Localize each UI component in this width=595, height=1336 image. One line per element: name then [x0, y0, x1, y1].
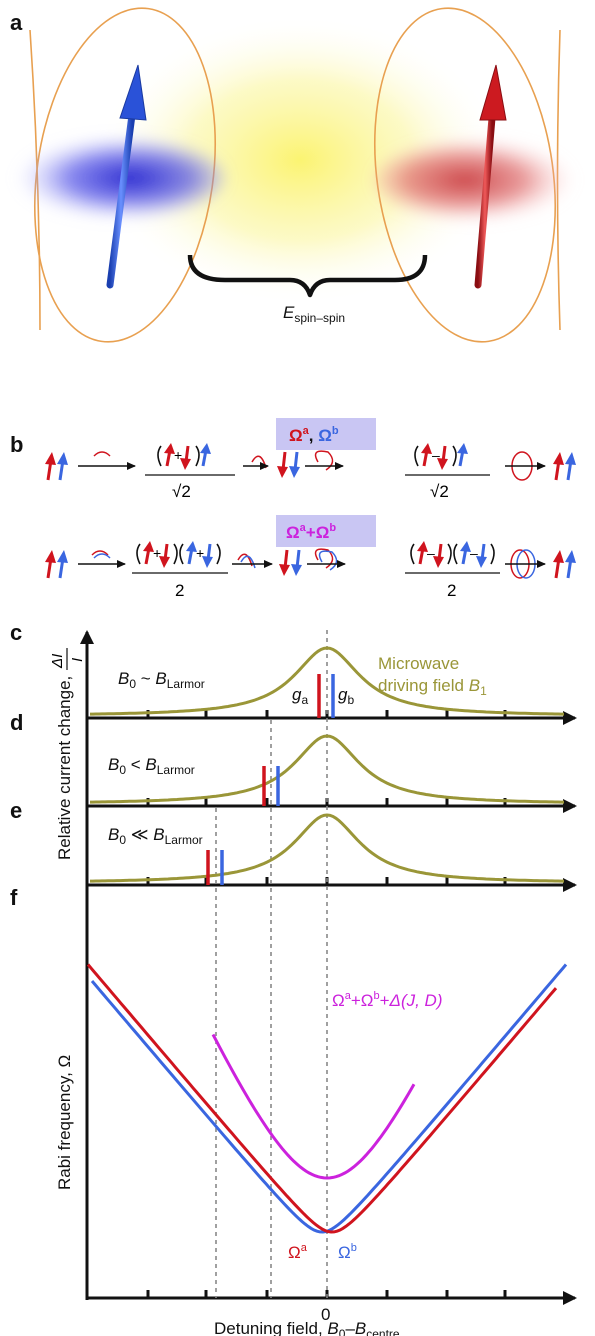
svg-text:–: –: [470, 545, 478, 561]
xtick-zero-label: 0: [321, 1305, 330, 1324]
panels-cdef: c d e f B0 ~ BLarmor: [10, 620, 577, 1336]
rabi-curve-a: [86, 963, 558, 1234]
drive-label-combined: Ωa+Ωb: [286, 522, 336, 542]
svg-text:–: –: [427, 545, 435, 561]
svg-text:+: +: [174, 447, 182, 463]
svg-text:+: +: [196, 545, 204, 561]
panel-c-label: c: [10, 620, 22, 645]
rabi-curve-b: [90, 963, 568, 1234]
svg-text:–: –: [432, 447, 440, 463]
sequence-row-separate: + √2: [45, 443, 576, 501]
dashed-guides: [215, 630, 328, 1298]
panel-a-label: a: [10, 10, 23, 35]
small-rotation-icon: [93, 451, 111, 457]
blue-orbital-lobe: [15, 138, 225, 218]
xlabel-detuning: Detuning field, B0–Bcentre: [214, 1319, 400, 1336]
svg-text:2: 2: [175, 581, 184, 600]
condition-e: B0 ≪ BLarmor: [108, 825, 203, 847]
panel-e-label: e: [10, 798, 22, 823]
svg-text:2: 2: [447, 581, 456, 600]
state-up-up-end-2: [553, 550, 576, 579]
microwave-curve-e: [90, 813, 564, 883]
panel-f-label: f: [10, 885, 18, 910]
ga-label: ga: [292, 685, 308, 707]
three-quarter-rotation-icon: [314, 450, 334, 471]
microwave-curve-d: [90, 734, 564, 804]
omega-a-label: Ωa: [288, 1242, 308, 1262]
drive-label-separate: Ωa, Ωb: [289, 425, 339, 445]
sequence-row-combined: + + 2: [45, 541, 576, 600]
coupled-rabi-label: Ωa+Ωb+Δ(J, D): [332, 990, 443, 1010]
panel-a: a Espin–spin: [10, 7, 575, 343]
energy-spin-spin-label: Espin–spin: [283, 303, 345, 325]
panel-d-label: d: [10, 710, 23, 735]
exchange-overlap-cloud: [95, 15, 505, 305]
omega-b-label: Ωb: [338, 1242, 357, 1262]
state-down-down-2: [279, 549, 302, 576]
state-up-up-start: [45, 452, 68, 481]
ylabel-rabi: Rabi frequency, Ω: [55, 1055, 74, 1190]
superposition-plus-state: + √2: [145, 443, 235, 501]
svg-text:+: +: [153, 545, 161, 561]
drive-box-combined: [276, 515, 376, 547]
red-spin-arrow: [474, 64, 507, 289]
svg-text:√2: √2: [430, 482, 449, 501]
microwave-label-line2: driving field B1: [378, 676, 487, 698]
product-superposition-plus: + + 2: [132, 541, 228, 600]
state-up-up-end: [553, 452, 576, 481]
microwave-curve-c: [90, 646, 564, 716]
ylabel-current-change: Relative current change, ΔI I: [49, 648, 86, 860]
svg-text:Relative current change,: Relative current change,: [55, 676, 74, 860]
rabi-curve-coupled: [211, 1033, 416, 1180]
gb-label: gb: [338, 685, 354, 707]
product-superposition-minus: – – 2: [405, 541, 500, 600]
blue-spin-arrow: [106, 64, 147, 289]
condition-c: B0 ~ BLarmor: [118, 669, 205, 691]
svg-text:ΔI: ΔI: [49, 654, 66, 669]
superposition-minus-state: – √2: [405, 443, 490, 501]
red-orbital-lobe: [375, 140, 575, 220]
state-up-up-start-2: [45, 550, 68, 579]
state-down-down: [277, 451, 300, 478]
condition-d: B0 < BLarmor: [108, 755, 195, 777]
microwave-label-line1: Microwave: [378, 654, 459, 673]
drive-box-separate: [276, 418, 376, 450]
panel-b-label: b: [10, 432, 23, 457]
coupling-brace: [187, 254, 428, 298]
svg-text:√2: √2: [172, 482, 191, 501]
svg-text:I: I: [69, 658, 86, 662]
panel-b: b Ωa, Ωb +: [10, 418, 576, 600]
